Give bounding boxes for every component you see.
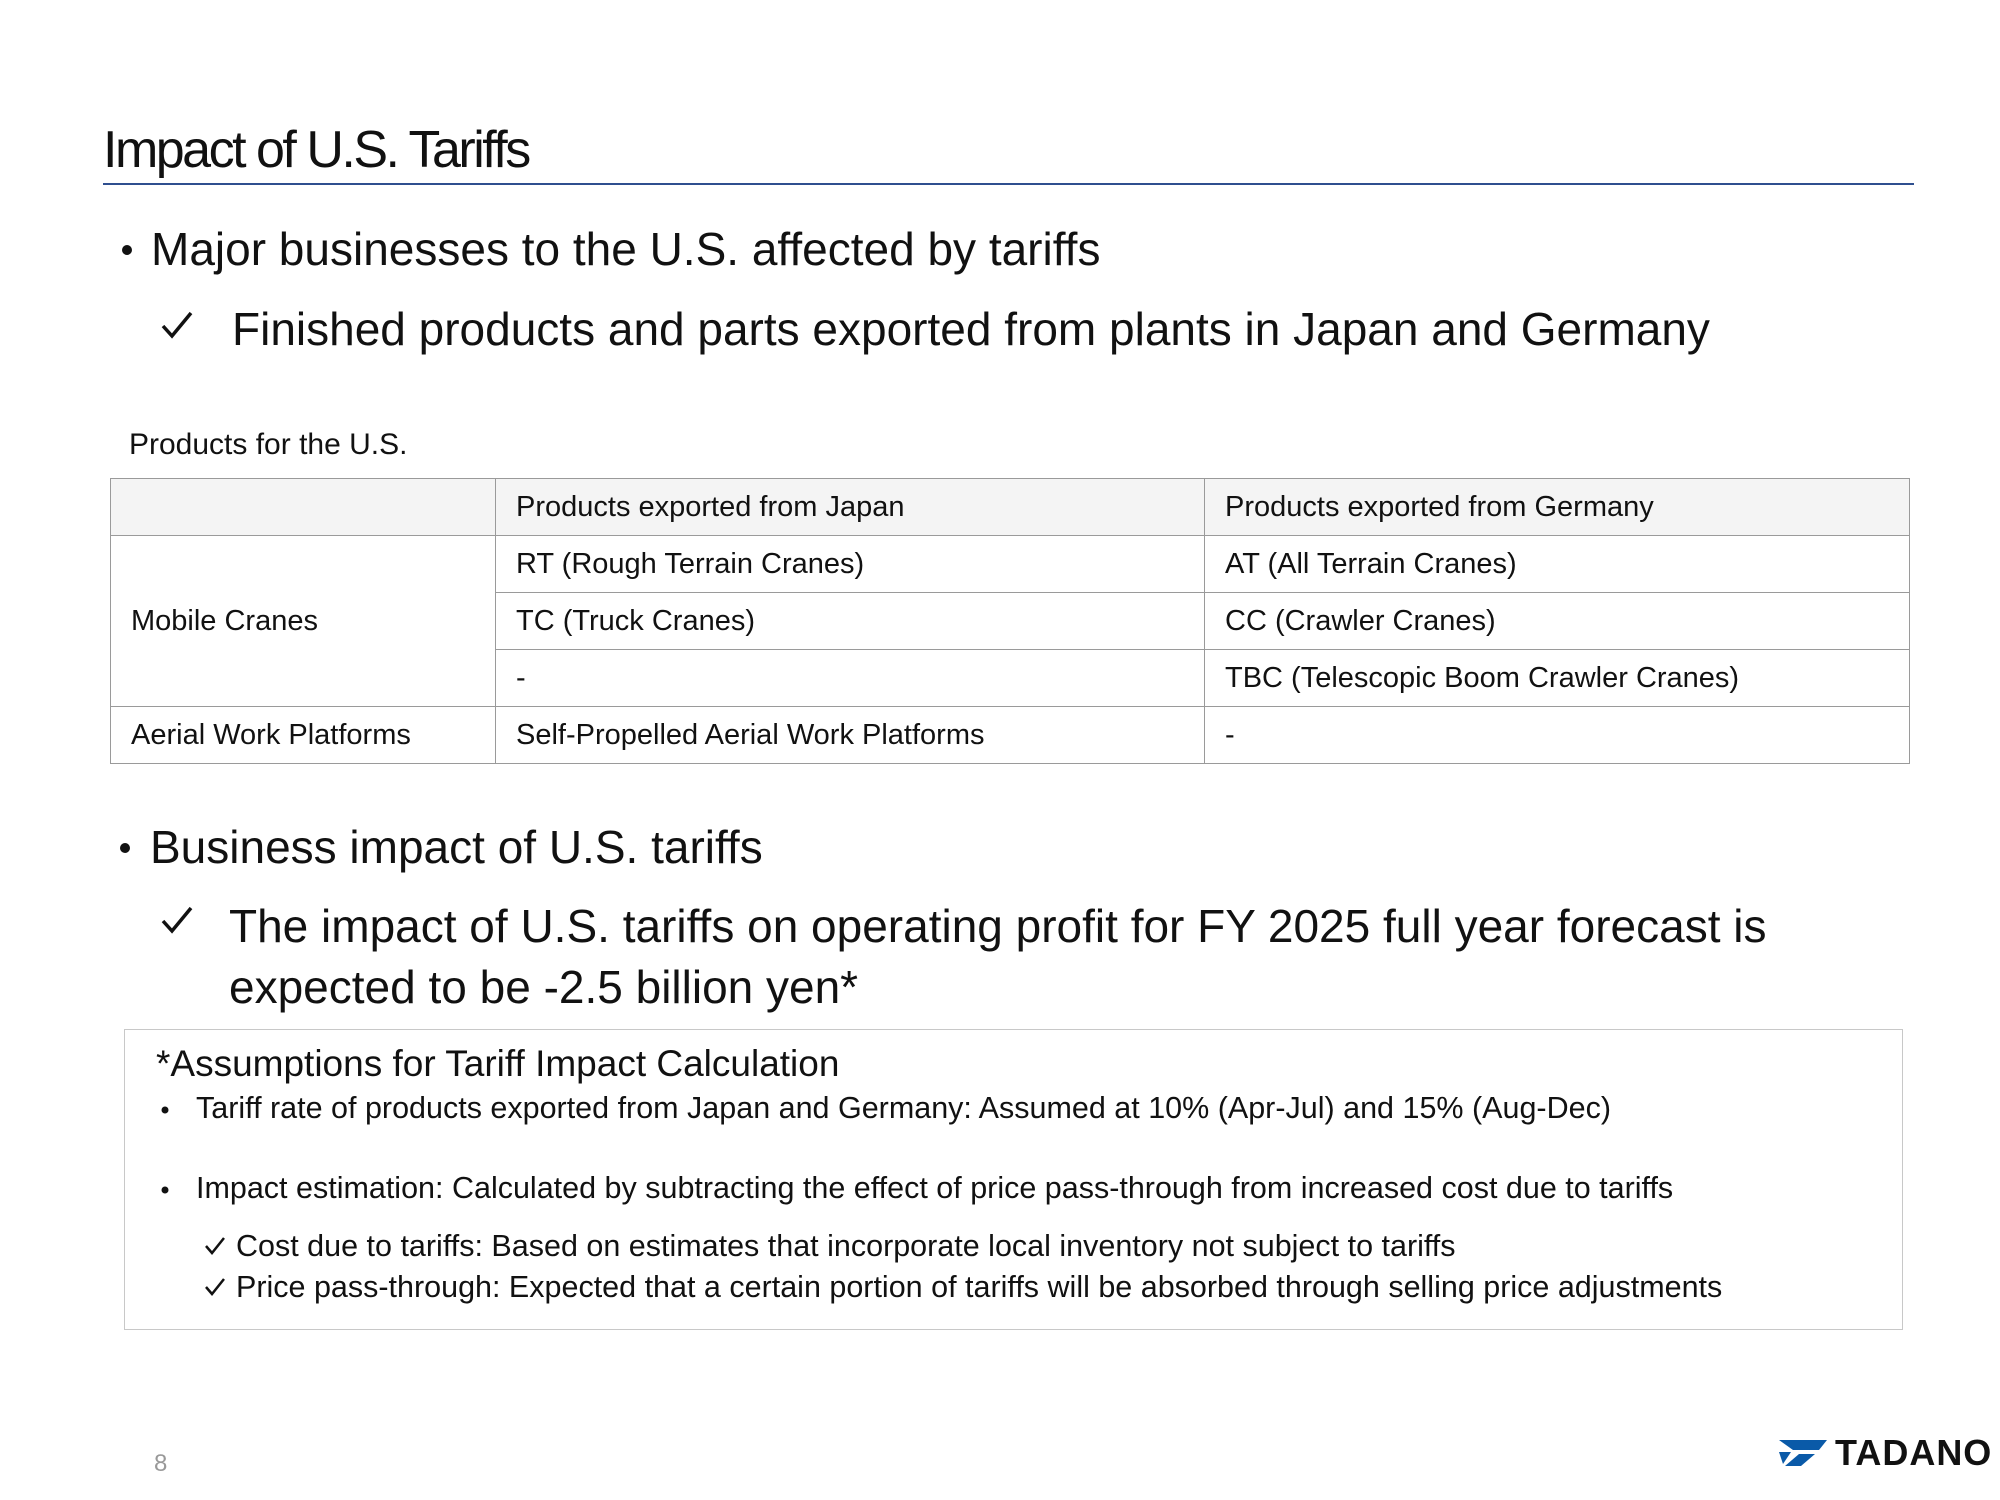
check-icon: [205, 1278, 225, 1296]
cell: AT (All Terrain Cranes): [1204, 535, 1910, 593]
table-header: Products exported from Japan Products exp…: [110, 478, 1910, 536]
table-row: TC (Truck Cranes) CC (Crawler Cranes): [111, 592, 1910, 650]
note-check: Price pass-through: Expected that a cert…: [236, 1270, 1723, 1304]
group-label: Aerial Work Platforms: [110, 706, 496, 764]
bullet: Business impact of U.S. tariffs: [150, 821, 763, 873]
title-rule: [103, 183, 1914, 185]
logo-text: TADANO: [1835, 1432, 1993, 1473]
logo-icon: [1779, 1440, 1827, 1466]
bullet-icon: [161, 1106, 169, 1114]
bullet-icon: [122, 245, 132, 255]
table-row: Aerial Work Platforms Self-Propelled Aeri…: [110, 706, 1910, 764]
table-row: - TBC (Telescopic Boom Crawler Cranes): [111, 649, 1910, 707]
bullet-icon: [161, 1186, 169, 1194]
cell: RT (Rough Terrain Cranes): [495, 535, 1205, 593]
note-title: *Assumptions for Tariff Impact Calculati…: [156, 1043, 840, 1084]
page-number: 8: [154, 1450, 168, 1477]
column-header: Products exported from Germany: [1204, 478, 1910, 536]
cell: -: [1204, 706, 1910, 764]
cell: Self-Propelled Aerial Work Platforms: [495, 706, 1205, 764]
check-icon: [161, 906, 193, 934]
table-row: Mobile Cranes RT (Rough Terrain Cranes) AT…: [110, 535, 1910, 707]
cell: CC (Crawler Cranes): [1204, 592, 1910, 650]
note-item: Impact estimation: Calculated by subtrac…: [196, 1171, 1674, 1205]
note-box: [124, 1029, 1903, 1330]
check-icon: [205, 1237, 225, 1255]
table-caption: Products for the U.S.: [129, 428, 408, 461]
group-label: Mobile Cranes: [110, 535, 496, 707]
bullet: Major businesses to the U.S. affected by…: [151, 223, 1101, 275]
check-icon: [161, 311, 193, 339]
column-header: Products exported from Japan: [495, 478, 1205, 536]
note-check: Cost due to tariffs: Based on estimates …: [236, 1229, 1456, 1263]
bullet-icon: [120, 843, 130, 853]
products-table: Products exported from Japan Products exp…: [110, 478, 1910, 764]
check-item: The impact of U.S. tariffs on operating …: [229, 900, 1767, 1013]
cell: [110, 478, 496, 536]
note-item: Tariff rate of products exported from Ja…: [196, 1091, 1611, 1125]
cell: TBC (Telescopic Boom Crawler Cranes): [1204, 649, 1910, 707]
cell: -: [495, 649, 1205, 707]
cell: TC (Truck Cranes): [495, 592, 1205, 650]
slide-title: Impact of U.S. Tariffs: [103, 121, 531, 179]
check-item: Finished products and parts exported fro…: [232, 303, 1710, 355]
